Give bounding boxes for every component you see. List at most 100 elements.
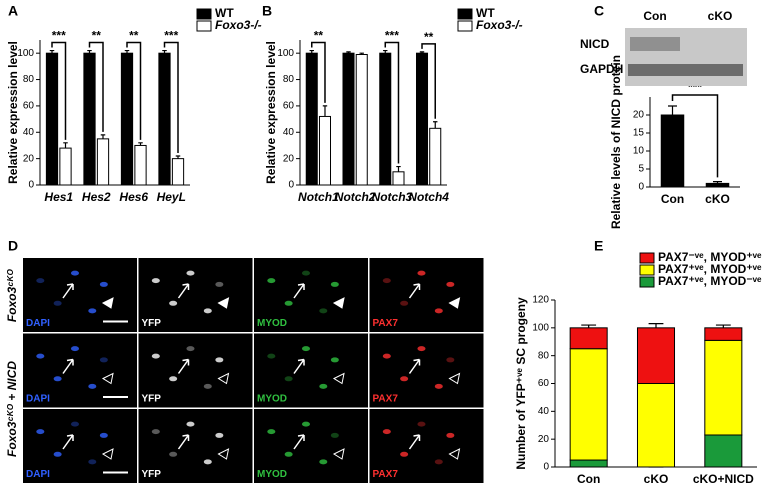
error-bar — [124, 49, 130, 54]
cell — [186, 421, 195, 427]
cell — [417, 421, 426, 427]
gapdh-band — [628, 64, 743, 76]
cell — [400, 300, 409, 306]
cell — [417, 270, 426, 276]
cell — [215, 357, 224, 363]
cell — [70, 346, 79, 352]
y-axis-label: Number of YFP⁺ᵛᵉ SC progeny — [514, 297, 528, 470]
channel-label: YFP — [142, 318, 162, 329]
arrowhead — [448, 297, 461, 309]
cell — [267, 278, 276, 284]
cell — [215, 432, 224, 438]
channel-label: PAX7 — [373, 394, 399, 405]
error-bar — [433, 121, 438, 129]
cell — [301, 421, 310, 427]
error-bar — [162, 49, 167, 54]
arrowhead — [448, 372, 461, 385]
cell — [151, 353, 160, 359]
micrograph — [138, 409, 253, 483]
micrograph — [369, 333, 484, 408]
arrowhead — [332, 448, 345, 460]
cell — [215, 281, 224, 287]
cell — [301, 270, 310, 276]
cell — [186, 346, 195, 352]
x-tick-label: Hes1 — [44, 190, 73, 204]
bar — [704, 434, 743, 468]
legend-swatch — [639, 264, 655, 276]
error-bar — [713, 181, 722, 184]
micrograph — [138, 258, 253, 332]
legend-label: WT — [476, 6, 495, 20]
y-tick-label: 40 — [23, 127, 35, 138]
cell — [99, 281, 108, 287]
significance-bracket — [163, 41, 179, 153]
x-tick-label: cKO+NICD — [693, 472, 754, 486]
y-tick-label: 60 — [283, 101, 295, 112]
cell — [203, 308, 212, 314]
legend-label: WT — [215, 6, 234, 20]
significance-bracket — [671, 94, 719, 178]
bar — [429, 127, 442, 186]
x-tick-label: Con — [661, 192, 684, 206]
error-bar — [87, 49, 92, 54]
cell — [330, 357, 339, 363]
cell — [330, 432, 339, 438]
cell — [417, 346, 426, 352]
bar — [305, 52, 318, 186]
legend-label: PAX7⁺ᵛᵉ, MYOD⁺ᵛᵉ — [658, 262, 762, 276]
bar — [705, 182, 730, 188]
x-tick-label: Hes6 — [119, 190, 148, 204]
cell — [284, 300, 293, 306]
bar — [83, 52, 96, 186]
error-bar — [581, 324, 597, 328]
bar — [342, 52, 355, 186]
channel-label: MYOD — [257, 318, 287, 329]
bar — [355, 54, 368, 186]
x-tick-label: Notch2 — [335, 190, 376, 204]
cell — [284, 451, 293, 457]
x-tick-label: Notch4 — [408, 190, 449, 204]
micrograph — [369, 409, 484, 483]
cell — [434, 308, 443, 314]
arrow — [177, 358, 190, 374]
channel-label: MYOD — [257, 469, 287, 480]
cell — [319, 308, 328, 314]
cell — [53, 451, 62, 457]
arrow — [293, 358, 305, 374]
significance-label: *** — [385, 29, 399, 43]
x-tick-label: cKO — [705, 192, 730, 206]
y-tick-label: 20 — [23, 153, 35, 164]
x-tick-label: Notch3 — [372, 190, 413, 204]
channel-label: PAX7 — [373, 469, 399, 480]
cell — [169, 451, 178, 457]
panel-letter: C — [594, 3, 604, 19]
y-tick-label: 10 — [633, 146, 645, 157]
significance-bracket — [311, 41, 326, 103]
significance-bracket — [384, 41, 400, 164]
cell — [203, 383, 212, 389]
row-label: Foxo3ᶜᴷᴼ + NICD — [5, 361, 19, 457]
micrograph — [369, 258, 484, 332]
y-tick-label: 20 — [633, 110, 645, 121]
bar — [392, 171, 405, 186]
y-tick-label: 40 — [283, 127, 295, 138]
blot-image — [625, 28, 747, 86]
arrow — [408, 283, 421, 299]
error-bar — [396, 165, 401, 172]
y-tick-label: 80 — [538, 350, 550, 361]
row-label: Foxo3ᶜᴷᴼ — [5, 269, 19, 322]
cell — [169, 300, 178, 306]
arrow — [408, 358, 421, 374]
cell — [446, 357, 455, 363]
channel-label: YFP — [142, 394, 162, 405]
error-bar — [138, 142, 143, 146]
bar — [660, 114, 685, 188]
micrograph — [254, 409, 368, 483]
bar — [120, 52, 134, 186]
x-tick-label: Notch1 — [298, 190, 339, 204]
bar — [171, 158, 185, 186]
error-bar — [309, 49, 314, 54]
panel-letter: A — [8, 3, 18, 19]
arrowhead — [101, 372, 114, 385]
significance-bracket — [51, 41, 67, 140]
